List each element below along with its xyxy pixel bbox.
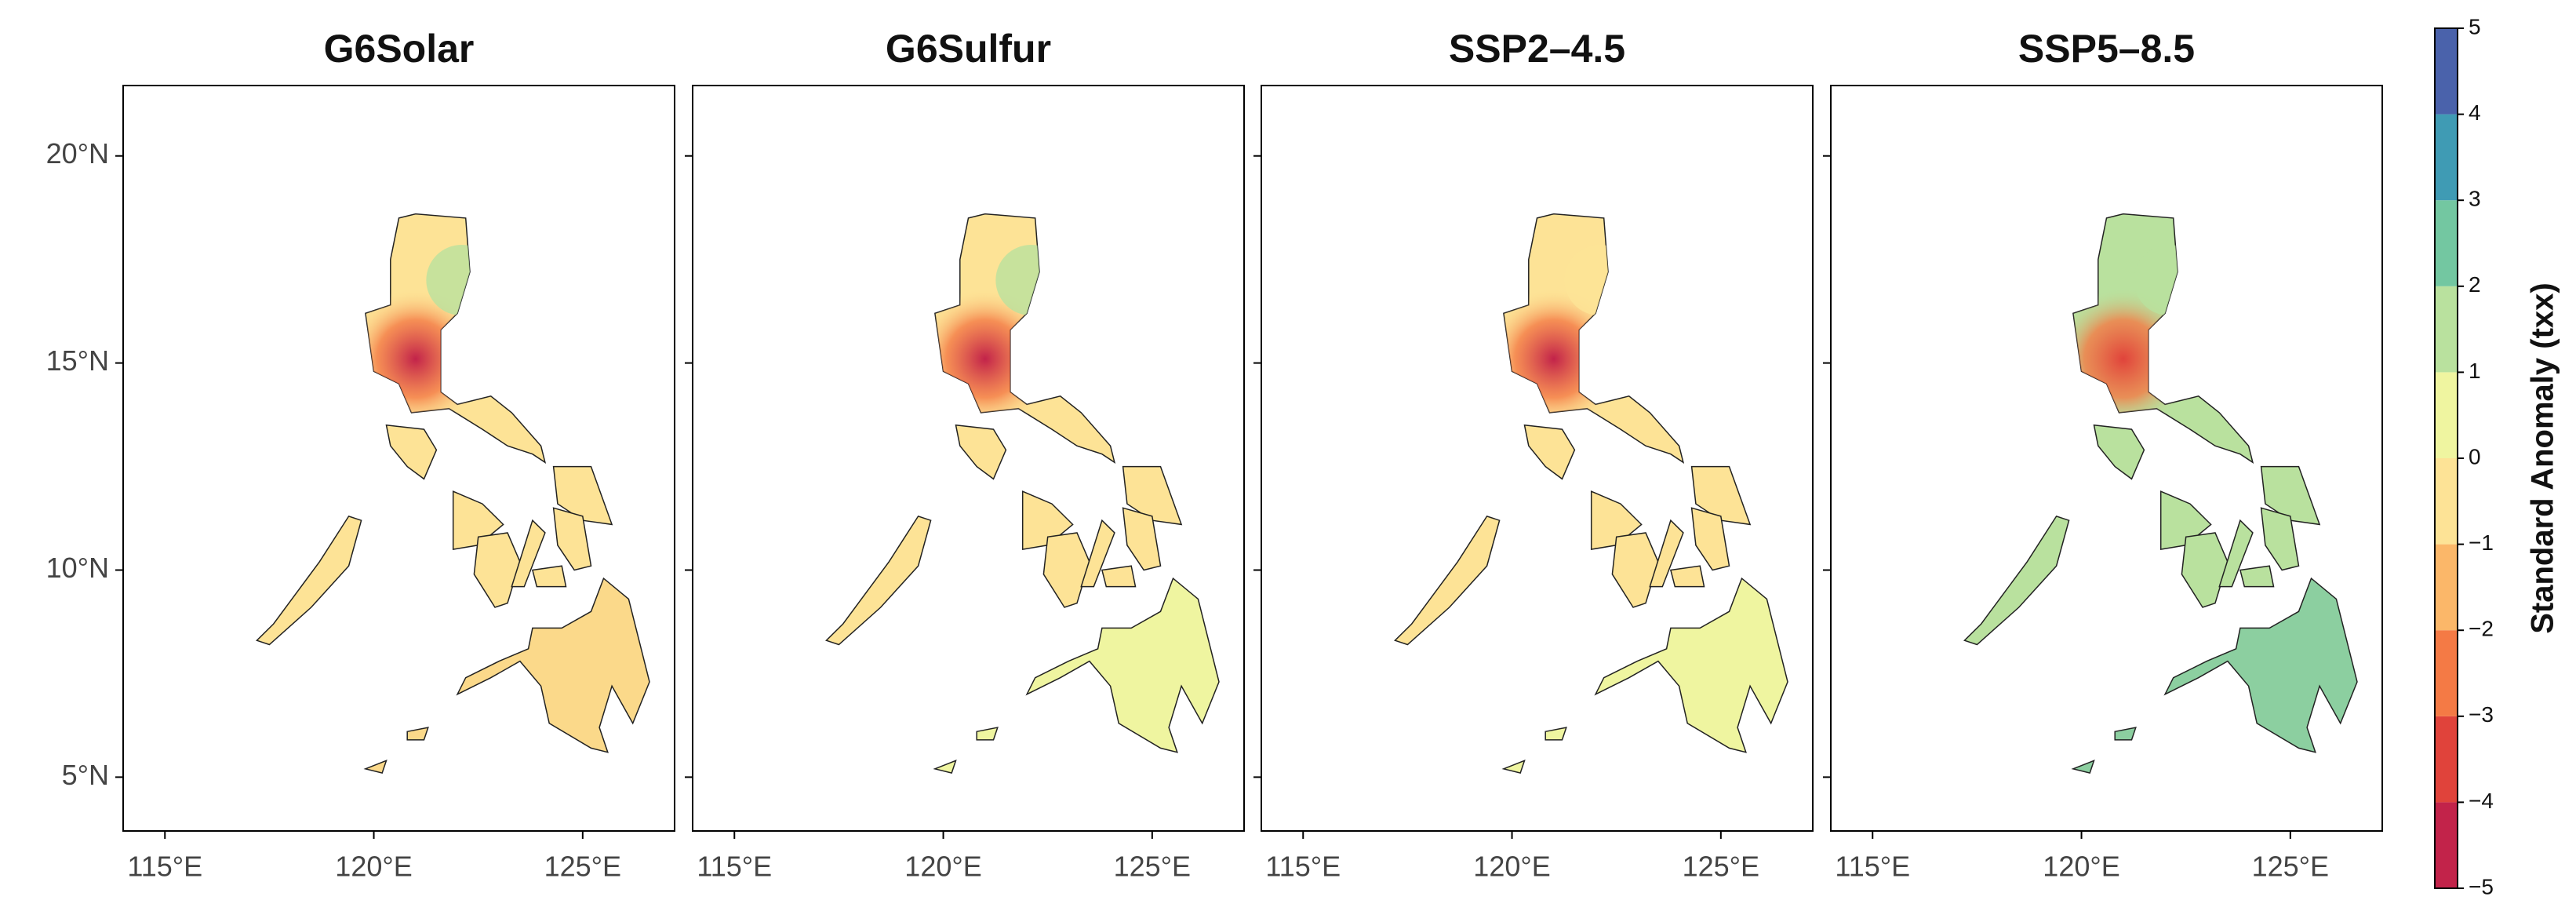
island bbox=[1545, 727, 1567, 741]
island bbox=[1122, 465, 1183, 526]
north-patch bbox=[1564, 245, 1635, 316]
x-tick-label: 115°E bbox=[1265, 851, 1341, 883]
panel-frame bbox=[1261, 85, 1814, 832]
north-patch bbox=[995, 245, 1067, 316]
colorbar-segment bbox=[2435, 802, 2458, 888]
y-tick-label: 20°N bbox=[46, 137, 109, 169]
island bbox=[406, 727, 429, 741]
island bbox=[1690, 507, 1730, 571]
y-tick-label: 5°N bbox=[62, 759, 109, 791]
panel-frame bbox=[1830, 85, 2383, 832]
island bbox=[531, 565, 567, 588]
x-tick-label: 115°E bbox=[1835, 851, 1910, 883]
island bbox=[363, 760, 387, 774]
colorbar-tick-label: −4 bbox=[2469, 789, 2494, 813]
x-tick-label: 125°E bbox=[1683, 851, 1759, 883]
colorbar-segment bbox=[2435, 114, 2458, 201]
map bbox=[1394, 213, 1788, 774]
island bbox=[256, 516, 362, 646]
colorbar-tick-label: 0 bbox=[2469, 444, 2481, 468]
north-patch bbox=[2134, 245, 2205, 316]
colorbar-tick-label: 3 bbox=[2469, 187, 2481, 211]
hotspot bbox=[934, 288, 1056, 430]
x-tick-label: 120°E bbox=[904, 851, 981, 883]
island bbox=[825, 516, 932, 646]
x-tick-label: 120°E bbox=[1473, 851, 1550, 883]
x-tick-label: 115°E bbox=[127, 851, 202, 883]
colorbar-segment bbox=[2435, 200, 2458, 286]
map bbox=[825, 213, 1220, 774]
island bbox=[976, 727, 999, 741]
colorbar-segment bbox=[2435, 286, 2458, 373]
island bbox=[1594, 577, 1788, 753]
island bbox=[2260, 507, 2300, 571]
island bbox=[552, 465, 613, 526]
island bbox=[2218, 519, 2254, 588]
island bbox=[2163, 577, 2358, 753]
x-tick-label: 115°E bbox=[697, 851, 772, 883]
colorbar-segment bbox=[2435, 28, 2458, 115]
island bbox=[2260, 465, 2321, 526]
panel-frame bbox=[692, 85, 1245, 832]
island bbox=[955, 424, 1007, 480]
island bbox=[473, 532, 521, 608]
y-tick-label: 15°N bbox=[46, 344, 109, 377]
colorbar-tick-label: −1 bbox=[2469, 530, 2494, 555]
colorbar-label: Standard Anomaly (txx) bbox=[2526, 282, 2560, 633]
island bbox=[1963, 516, 2070, 646]
x-tick-label: 125°E bbox=[544, 851, 621, 883]
north-patch bbox=[426, 245, 497, 316]
panel-frame bbox=[122, 85, 675, 832]
colorbar-tick-label: −3 bbox=[2469, 702, 2494, 727]
colorbar-segment bbox=[2435, 372, 2458, 458]
island bbox=[933, 760, 957, 774]
island bbox=[511, 519, 546, 588]
island bbox=[1611, 532, 1659, 608]
map bbox=[256, 213, 650, 774]
panel-title: SSP5–8.5 bbox=[2018, 27, 2195, 71]
x-tick-label: 125°E bbox=[1114, 851, 1191, 883]
island bbox=[1101, 565, 1137, 588]
hotspot bbox=[1503, 288, 1625, 430]
island bbox=[1394, 516, 1501, 646]
island bbox=[456, 577, 650, 753]
colorbar-segment bbox=[2435, 630, 2458, 716]
island bbox=[2114, 727, 2137, 741]
island bbox=[552, 507, 592, 571]
island bbox=[1501, 760, 1526, 774]
island bbox=[2239, 565, 2275, 588]
island bbox=[1649, 519, 1684, 588]
colorbar-tick-label: −5 bbox=[2469, 874, 2494, 898]
island bbox=[385, 424, 438, 480]
island bbox=[1669, 565, 1705, 588]
panel-title: SSP2–4.5 bbox=[1449, 27, 1625, 71]
colorbar-segment bbox=[2435, 458, 2458, 545]
x-tick-label: 120°E bbox=[2043, 851, 2119, 883]
colorbar-tick-label: −2 bbox=[2469, 617, 2494, 641]
colorbar-tick-label: 2 bbox=[2469, 272, 2481, 297]
island bbox=[1080, 519, 1115, 588]
panel-title: G6Solar bbox=[324, 27, 475, 71]
x-tick-label: 125°E bbox=[2252, 851, 2329, 883]
y-tick-label: 10°N bbox=[46, 552, 109, 584]
island bbox=[1690, 465, 1752, 526]
island bbox=[1042, 532, 1090, 608]
colorbar-tick-label: 5 bbox=[2469, 14, 2481, 38]
panel-title: G6Sulfur bbox=[886, 27, 1051, 71]
map bbox=[1963, 213, 2358, 774]
island bbox=[2093, 424, 2145, 480]
colorbar-tick-label: 4 bbox=[2469, 100, 2481, 125]
island bbox=[2071, 760, 2095, 774]
island bbox=[2181, 532, 2229, 608]
hotspot bbox=[2072, 288, 2194, 430]
island bbox=[1523, 424, 1576, 480]
island bbox=[1122, 507, 1162, 571]
x-tick-label: 120°E bbox=[335, 851, 412, 883]
hotspot bbox=[365, 288, 486, 430]
island bbox=[1025, 577, 1220, 753]
colorbar-segment bbox=[2435, 544, 2458, 631]
colorbar-tick-label: 1 bbox=[2469, 359, 2481, 383]
colorbar-segment bbox=[2435, 716, 2458, 803]
